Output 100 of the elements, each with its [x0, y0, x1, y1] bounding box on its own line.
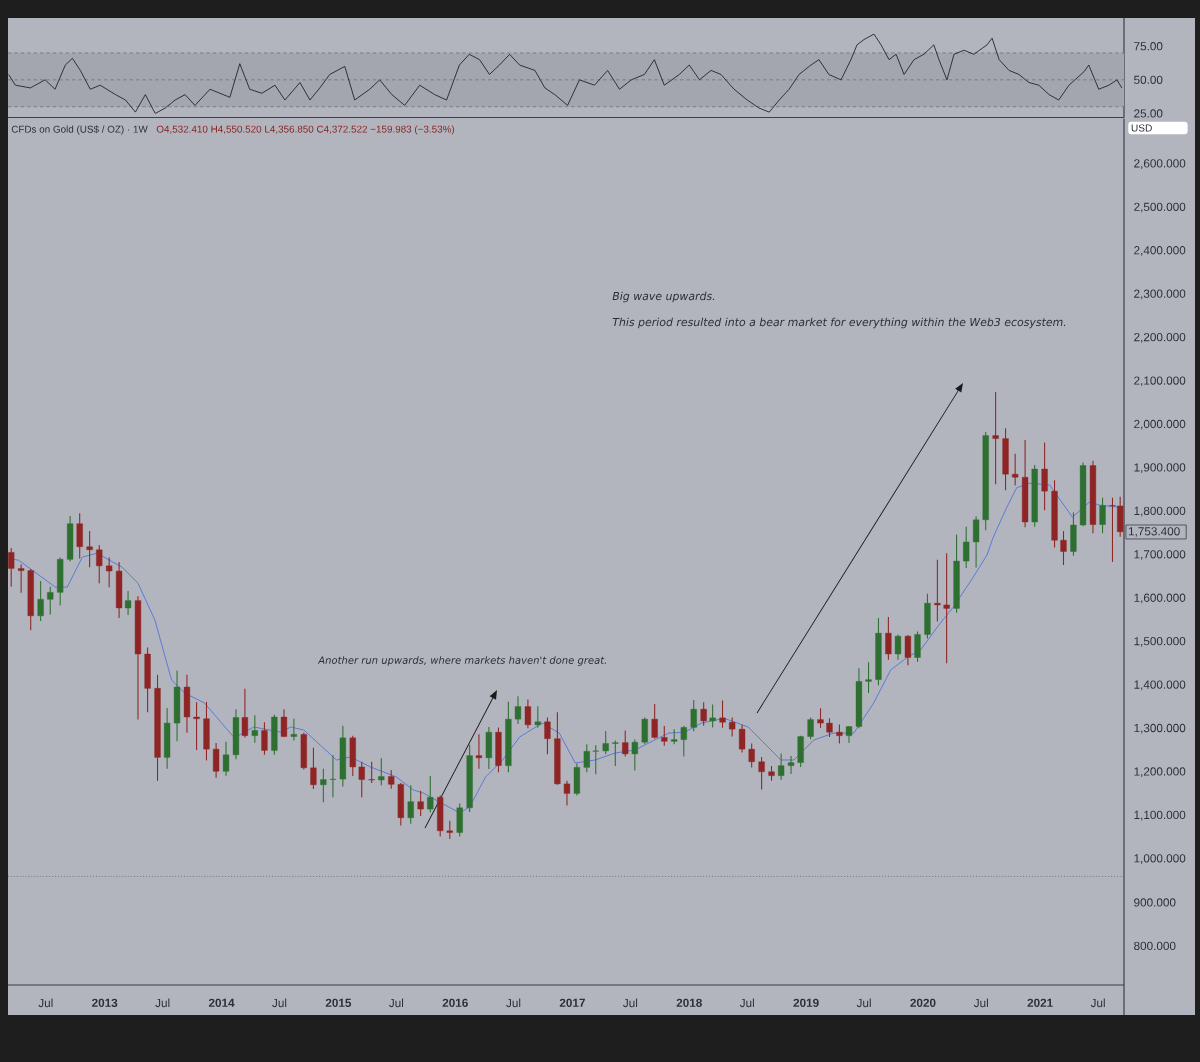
y-tick-label: 1,300.000: [1134, 723, 1186, 734]
x-tick-label: 2021: [1027, 998, 1053, 1007]
y-tick-label: 50.00: [1134, 75, 1163, 84]
candlestick: [427, 775, 434, 814]
candlestick: [280, 708, 288, 738]
y-tick-label: 1,200.000: [1134, 767, 1186, 778]
candlestick: [924, 593, 931, 639]
candlestick: [320, 768, 327, 803]
x-tick-label: Jul: [623, 998, 638, 1008]
candlestick: [914, 630, 921, 663]
text: 1,753.400: [1128, 527, 1180, 537]
candlestick: [700, 701, 707, 727]
candlestick: [934, 559, 941, 622]
candlestick: [144, 646, 151, 713]
candlestick: [251, 714, 258, 744]
y-tick-label: 2,300.000: [1134, 289, 1186, 300]
candlestick: [1012, 453, 1019, 487]
candlestick: [466, 744, 473, 813]
candlestick: [807, 716, 814, 740]
candlestick: [943, 552, 950, 664]
candlestick: [826, 717, 833, 738]
candlestick: [8, 547, 15, 588]
candlestick: [797, 735, 804, 768]
y-tick-label: 1,700.000: [1134, 550, 1186, 560]
x-tick-label: 2018: [676, 998, 702, 1007]
candlestick: [183, 674, 191, 734]
candlestick: [407, 784, 414, 825]
candlestick: [631, 739, 638, 771]
candlestick: [290, 718, 297, 741]
x-tick-label: Jul: [389, 998, 404, 1008]
candlestick: [1060, 530, 1067, 566]
x-tick-label: 2013: [92, 998, 118, 1007]
candlestick: [261, 721, 268, 756]
candlestick: [437, 795, 444, 837]
y-tick-label: 1,100.000: [1134, 810, 1186, 821]
x-tick-label: 2017: [559, 998, 585, 1007]
candlestick: [534, 705, 541, 729]
candlestick: [349, 735, 356, 777]
candlestick: [173, 669, 181, 742]
candlestick: [1031, 464, 1038, 528]
x-tick-label: Jul: [1090, 998, 1105, 1008]
candlestick: [378, 757, 385, 786]
candlestick: [1099, 497, 1106, 534]
candlestick: [865, 661, 872, 694]
x-tick-label: Jul: [739, 998, 754, 1008]
y-tick-label: 25.00: [1134, 109, 1163, 118]
candlestick: [992, 391, 999, 485]
candlestick: [1041, 441, 1048, 511]
candlestick: [329, 754, 337, 798]
x-tick-label: 2020: [910, 998, 936, 1007]
candlestick: [76, 512, 83, 560]
candlestick: [1070, 511, 1077, 557]
candlestick: [368, 761, 375, 784]
candlestick: [544, 716, 551, 755]
line-series: [8, 33, 1123, 114]
text: O4,532.410 H4,550.520 L4,356.850 C4,372.522 −159.983 (−3.53%): [156, 125, 455, 135]
candlestick: [709, 703, 716, 728]
x-tick-label: 2014: [208, 998, 235, 1007]
candlestick: [982, 431, 989, 531]
candlestick: [592, 744, 599, 775]
candlestick: [358, 761, 365, 798]
candlestick: [885, 616, 892, 661]
candlestick: [495, 726, 502, 773]
candlestick: [836, 723, 843, 745]
candlestick: [690, 699, 697, 732]
candlestick: [661, 725, 668, 747]
candlestick: [583, 743, 590, 773]
candlestick: [768, 765, 775, 782]
y-tick-label: 1,800.000: [1134, 506, 1186, 517]
candlestick: [397, 782, 404, 827]
annotation: This period resulted into a bear market for everything within the Web3 ecosystem.: [612, 317, 1066, 329]
x-tick-label: 2019: [793, 998, 819, 1007]
candlestick: [300, 732, 307, 771]
y-tick-label: 75.00: [1134, 42, 1163, 51]
candlestick: [203, 701, 210, 761]
x-tick-label: Jul: [38, 998, 53, 1008]
candlestick: [446, 820, 453, 840]
candlestick: [719, 699, 726, 729]
y-tick-label: 1,000.000: [1134, 854, 1186, 864]
y-tick-label: 2,500.000: [1134, 202, 1186, 213]
candlestick: [47, 586, 54, 616]
y-tick-label: 2,200.000: [1134, 332, 1186, 343]
x-tick-label: 2016: [442, 998, 468, 1007]
candlestick: [612, 739, 619, 767]
candlestick: [124, 590, 132, 616]
candlestick: [622, 729, 629, 758]
y-tick-label: 2,100.000: [1134, 376, 1186, 387]
candlestick: [86, 530, 93, 568]
candlestick: [817, 707, 824, 729]
candlestick: [875, 617, 882, 686]
x-tick-label: Jul: [856, 998, 871, 1008]
candlestick: [554, 711, 561, 786]
candlestick: [651, 703, 658, 740]
annotation: Big wave upwards.: [612, 291, 715, 303]
candlestick: [505, 701, 512, 773]
candlestick: [845, 725, 853, 744]
candlestick: [514, 695, 522, 725]
candlestick: [855, 667, 863, 729]
candlestick: [1002, 427, 1009, 491]
candlestick: [222, 741, 230, 777]
